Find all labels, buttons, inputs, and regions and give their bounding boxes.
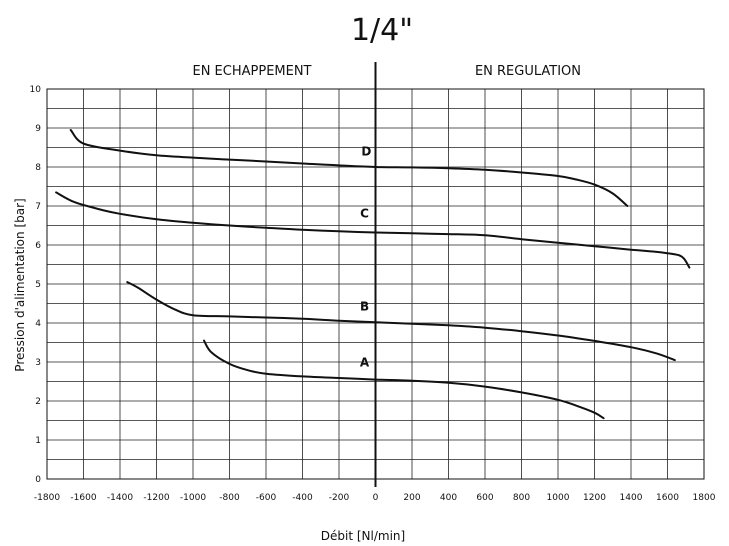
y-tick-label: 5 bbox=[35, 280, 41, 290]
y-axis-label: Pression d'alimentation [bar] bbox=[13, 198, 27, 371]
x-tick-label: -1400 bbox=[107, 493, 133, 503]
curve-label-c: C bbox=[360, 207, 369, 221]
chart-title: 1/4" bbox=[351, 13, 413, 48]
curves bbox=[55, 129, 691, 420]
region-right-label: EN REGULATION bbox=[475, 64, 581, 79]
y-tick-label: 8 bbox=[35, 163, 41, 173]
curve-b bbox=[126, 281, 676, 362]
x-tick-label: 1000 bbox=[547, 493, 570, 503]
x-tick-label: -800 bbox=[219, 493, 240, 503]
curve-a bbox=[203, 339, 605, 420]
x-tick-label: -1200 bbox=[143, 493, 169, 503]
curve-label-b: B bbox=[360, 300, 369, 314]
x-tick-label: -200 bbox=[329, 493, 350, 503]
y-tick-label: 7 bbox=[35, 202, 41, 212]
y-tick-label: 1 bbox=[35, 436, 41, 446]
y-tick-label: 2 bbox=[35, 397, 41, 407]
grid bbox=[46, 62, 705, 487]
x-tick-label: 1800 bbox=[693, 493, 716, 503]
x-tick-label: 1200 bbox=[583, 493, 606, 503]
y-tick-label: 6 bbox=[35, 241, 41, 251]
x-tick-label: 800 bbox=[513, 493, 530, 503]
x-tick-label: 400 bbox=[440, 493, 457, 503]
curve-d bbox=[69, 129, 629, 207]
y-tick-label: 3 bbox=[35, 358, 41, 368]
y-tick-label: 4 bbox=[35, 319, 41, 329]
x-tick-label: -400 bbox=[292, 493, 313, 503]
region-left-label: EN ECHAPPEMENT bbox=[192, 64, 311, 79]
x-tick-label: 600 bbox=[476, 493, 493, 503]
x-tick-label: 0 bbox=[373, 493, 379, 503]
y-tick-label: 9 bbox=[35, 124, 41, 134]
x-tick-label: 200 bbox=[403, 493, 420, 503]
tick-labels: 0 1 2 3 4 5 6 7 8 9 10 -1800 -1600 -1400 -1200 -1000 -80… bbox=[30, 85, 716, 503]
x-tick-label: 1400 bbox=[620, 493, 643, 503]
y-tick-label: 0 bbox=[35, 475, 41, 485]
curve-label-a: A bbox=[360, 356, 370, 370]
y-tick-label: 10 bbox=[30, 85, 42, 95]
curve-label-d: D bbox=[361, 144, 371, 158]
x-tick-label: -1000 bbox=[180, 493, 206, 503]
x-tick-label: -1600 bbox=[70, 493, 96, 503]
x-tick-label: 1600 bbox=[656, 493, 679, 503]
curve-labels: D C B A bbox=[360, 144, 371, 369]
x-axis-label: Débit [Nl/min] bbox=[321, 529, 405, 543]
curve-c bbox=[55, 191, 691, 269]
x-tick-label: -1800 bbox=[34, 493, 60, 503]
x-tick-label: -600 bbox=[256, 493, 277, 503]
